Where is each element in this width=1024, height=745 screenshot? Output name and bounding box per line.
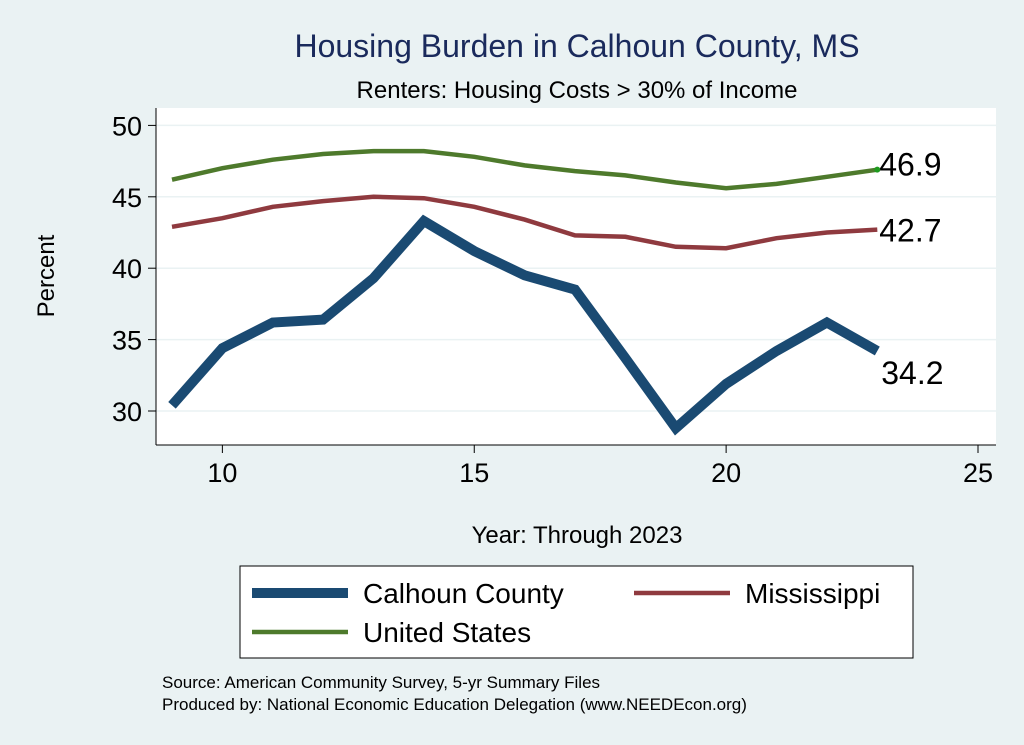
end-label-united-states: 46.9 [879,147,941,183]
chart-subtitle: Renters: Housing Costs > 30% of Income [357,77,798,104]
x-tick-label: 15 [459,458,489,488]
series-line-calhoun-county [168,214,880,436]
source-note: Source: American Community Survey, 5-yr … [162,673,600,692]
grid-lines [156,124,996,412]
y-tick-label: 40 [112,254,142,284]
series-line-mississippi [171,194,878,251]
y-tick-label: 30 [112,397,142,427]
y-tick-label: 35 [112,326,142,356]
x-tick-label: 25 [963,458,993,488]
legend-label-united-states: United States [363,617,531,648]
series-lines [168,148,880,436]
legend: Calhoun County Mississippi United States [239,565,914,659]
y-axis-title: Percent [33,234,60,317]
x-tick-label: 20 [711,458,741,488]
axes: 30 35 40 45 50 10 15 20 25 [112,108,996,488]
plot-area [156,108,996,445]
end-label-mississippi: 42.7 [879,213,941,249]
end-label-calhoun-county: 34.2 [881,355,943,391]
chart-title: Housing Burden in Calhoun County, MS [294,28,859,64]
x-axis-title: Year: Through 2023 [472,522,683,549]
legend-label-mississippi: Mississippi [745,578,880,609]
y-tick-label: 50 [112,111,142,141]
end-labels: 46.9 42.7 34.2 [874,147,944,391]
y-tick-label: 45 [112,183,142,213]
x-tick-label: 10 [207,458,237,488]
legend-label-calhoun-county: Calhoun County [363,578,564,609]
series-line-united-states [171,148,878,191]
producer-note: Produced by: National Economic Education… [162,695,747,714]
end-point-marker [874,166,881,173]
legend-box [239,565,914,659]
